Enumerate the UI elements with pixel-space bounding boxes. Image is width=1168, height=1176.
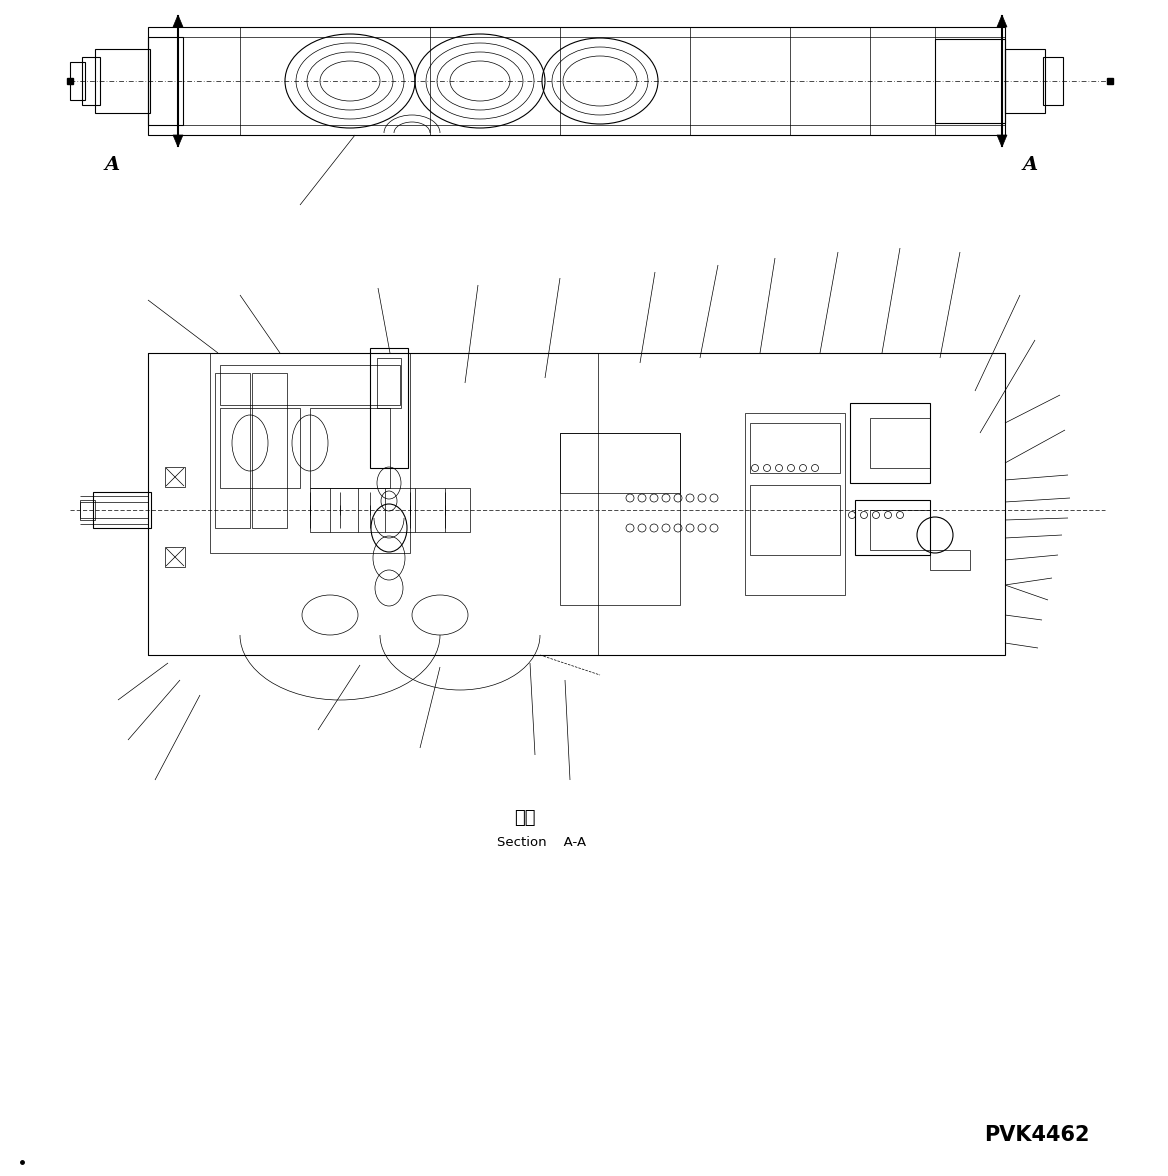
Bar xyxy=(750,423,840,473)
Bar xyxy=(310,408,390,488)
Bar xyxy=(1043,56,1063,105)
Bar xyxy=(148,353,598,655)
Bar xyxy=(148,353,1004,655)
Bar xyxy=(95,49,150,113)
Bar xyxy=(215,373,250,528)
Polygon shape xyxy=(997,135,1007,147)
Text: A: A xyxy=(104,156,119,174)
Text: 断面: 断面 xyxy=(514,809,536,827)
Bar xyxy=(930,550,969,570)
Bar xyxy=(82,56,100,105)
Bar xyxy=(750,485,840,555)
Bar xyxy=(252,373,287,528)
Bar xyxy=(165,467,185,487)
Bar xyxy=(79,500,95,520)
Bar xyxy=(936,39,1004,123)
Bar xyxy=(1004,49,1045,113)
Polygon shape xyxy=(173,135,183,147)
Bar xyxy=(148,36,183,125)
Bar xyxy=(870,417,930,468)
Bar xyxy=(70,62,85,100)
Bar xyxy=(745,413,844,595)
Bar xyxy=(377,358,401,408)
Bar xyxy=(855,500,930,555)
Bar xyxy=(165,547,185,567)
Bar xyxy=(148,27,1004,135)
Bar xyxy=(559,433,680,604)
Bar xyxy=(559,433,680,493)
Bar xyxy=(93,492,151,528)
Bar xyxy=(220,408,300,488)
Bar xyxy=(310,488,470,532)
Text: PVK4462: PVK4462 xyxy=(985,1125,1090,1145)
Bar xyxy=(870,510,930,550)
Bar xyxy=(850,403,930,483)
Bar xyxy=(210,353,410,553)
Bar xyxy=(220,365,399,405)
Polygon shape xyxy=(997,15,1007,27)
Polygon shape xyxy=(173,15,183,27)
Text: Section    A-A: Section A-A xyxy=(498,836,586,849)
Text: A: A xyxy=(1022,156,1037,174)
Bar xyxy=(370,348,408,468)
